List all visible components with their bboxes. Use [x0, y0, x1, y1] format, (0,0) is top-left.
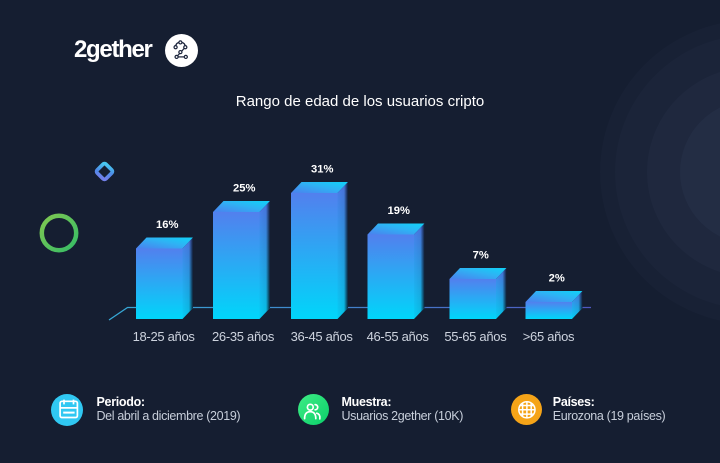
- svg-text:25%: 25%: [233, 183, 255, 195]
- svg-text:36-45 años: 36-45 años: [291, 329, 354, 344]
- svg-text:7%: 7%: [473, 250, 489, 262]
- svg-text:19%: 19%: [388, 205, 410, 217]
- svg-text:46-55 años: 46-55 años: [367, 329, 430, 344]
- svg-text:16%: 16%: [156, 219, 178, 231]
- svg-text:31%: 31%: [311, 164, 333, 176]
- svg-text:55-65 años: 55-65 años: [444, 329, 507, 344]
- svg-text:26-35 años: 26-35 años: [212, 329, 275, 344]
- svg-text:18-25 años: 18-25 años: [133, 329, 196, 344]
- svg-text:>65 años: >65 años: [523, 329, 575, 344]
- svg-text:2%: 2%: [549, 273, 565, 285]
